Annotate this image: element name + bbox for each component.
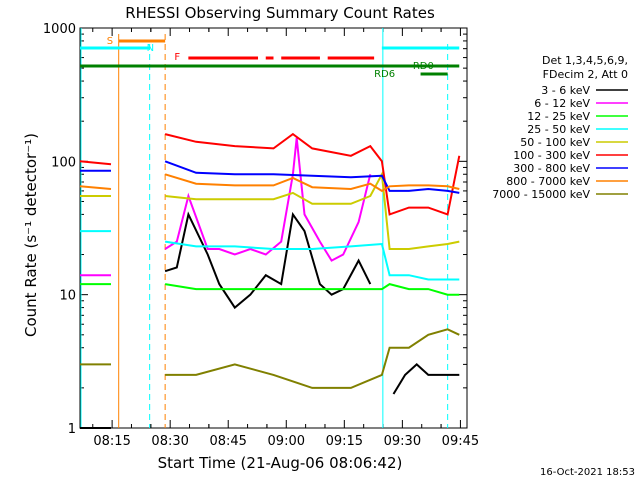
series-line: [164, 160, 460, 194]
x-tick-label: 09:00: [268, 434, 305, 449]
y-tick-label: 10: [59, 289, 76, 304]
legend-entry-label: 100 - 300 keV: [513, 149, 590, 162]
legend-entry-label: 50 - 100 keV: [520, 136, 590, 149]
legend-entry-label: 3 - 6 keV: [541, 84, 590, 97]
plot-area: 1 10 100 1000 08:15 08:30 08:45 09:00 09:15 09:30…: [43, 22, 479, 449]
legend-entry-label: 6 - 12 keV: [534, 97, 590, 110]
series-line: [164, 240, 460, 281]
y-tick-label: 100: [51, 155, 76, 170]
series-line: [165, 328, 460, 389]
series-line: [164, 137, 372, 262]
x-tick-label: 08:30: [151, 434, 188, 449]
x-axis-label: Start Time (21-Aug-06 08:06:42): [158, 454, 403, 472]
series-line: [164, 132, 461, 216]
series-line: [164, 170, 460, 250]
series-line: [164, 211, 372, 310]
legend-entry-label: 300 - 800 keV: [513, 162, 590, 175]
series-line: [79, 185, 112, 190]
legend-header-line-2: FDecim 2, Att 0: [543, 68, 628, 81]
x-tick-label: 08:45: [209, 434, 246, 449]
legend-entry-label: 12 - 25 keV: [527, 110, 590, 123]
y-tick-label: 1: [68, 422, 76, 437]
plot-frame: [79, 27, 468, 429]
x-tick-label: 09:30: [384, 434, 421, 449]
y-tick-label: 1000: [43, 22, 76, 37]
x-tick-label: 09:15: [326, 434, 363, 449]
rd6-label: RD6: [374, 69, 395, 80]
series-line: [164, 283, 460, 296]
night-label: N: [147, 43, 154, 54]
series-line: [79, 160, 112, 166]
legend-entry-label: 7000 - 15000 keV: [492, 188, 590, 201]
x-tick-label: 08:15: [93, 434, 130, 449]
legend-header-line-1: Det 1,3,4,5,6,9,: [542, 54, 628, 67]
footer-timestamp: 16-Oct-2021 18:53: [540, 467, 635, 478]
series-line: [392, 363, 460, 395]
series-line: [164, 173, 460, 193]
y-axis-label: Count Rate (s⁻¹ detector⁻¹): [22, 133, 40, 337]
legend-entry-label: 25 - 50 keV: [527, 123, 590, 136]
chart-title: RHESSI Observing Summary Count Rates: [125, 4, 435, 22]
legend-entry-label: 800 - 7000 keV: [506, 175, 590, 188]
saa-label: S: [107, 36, 113, 47]
x-tick-label: 09:45: [442, 434, 479, 449]
flare-label: F: [174, 52, 180, 63]
